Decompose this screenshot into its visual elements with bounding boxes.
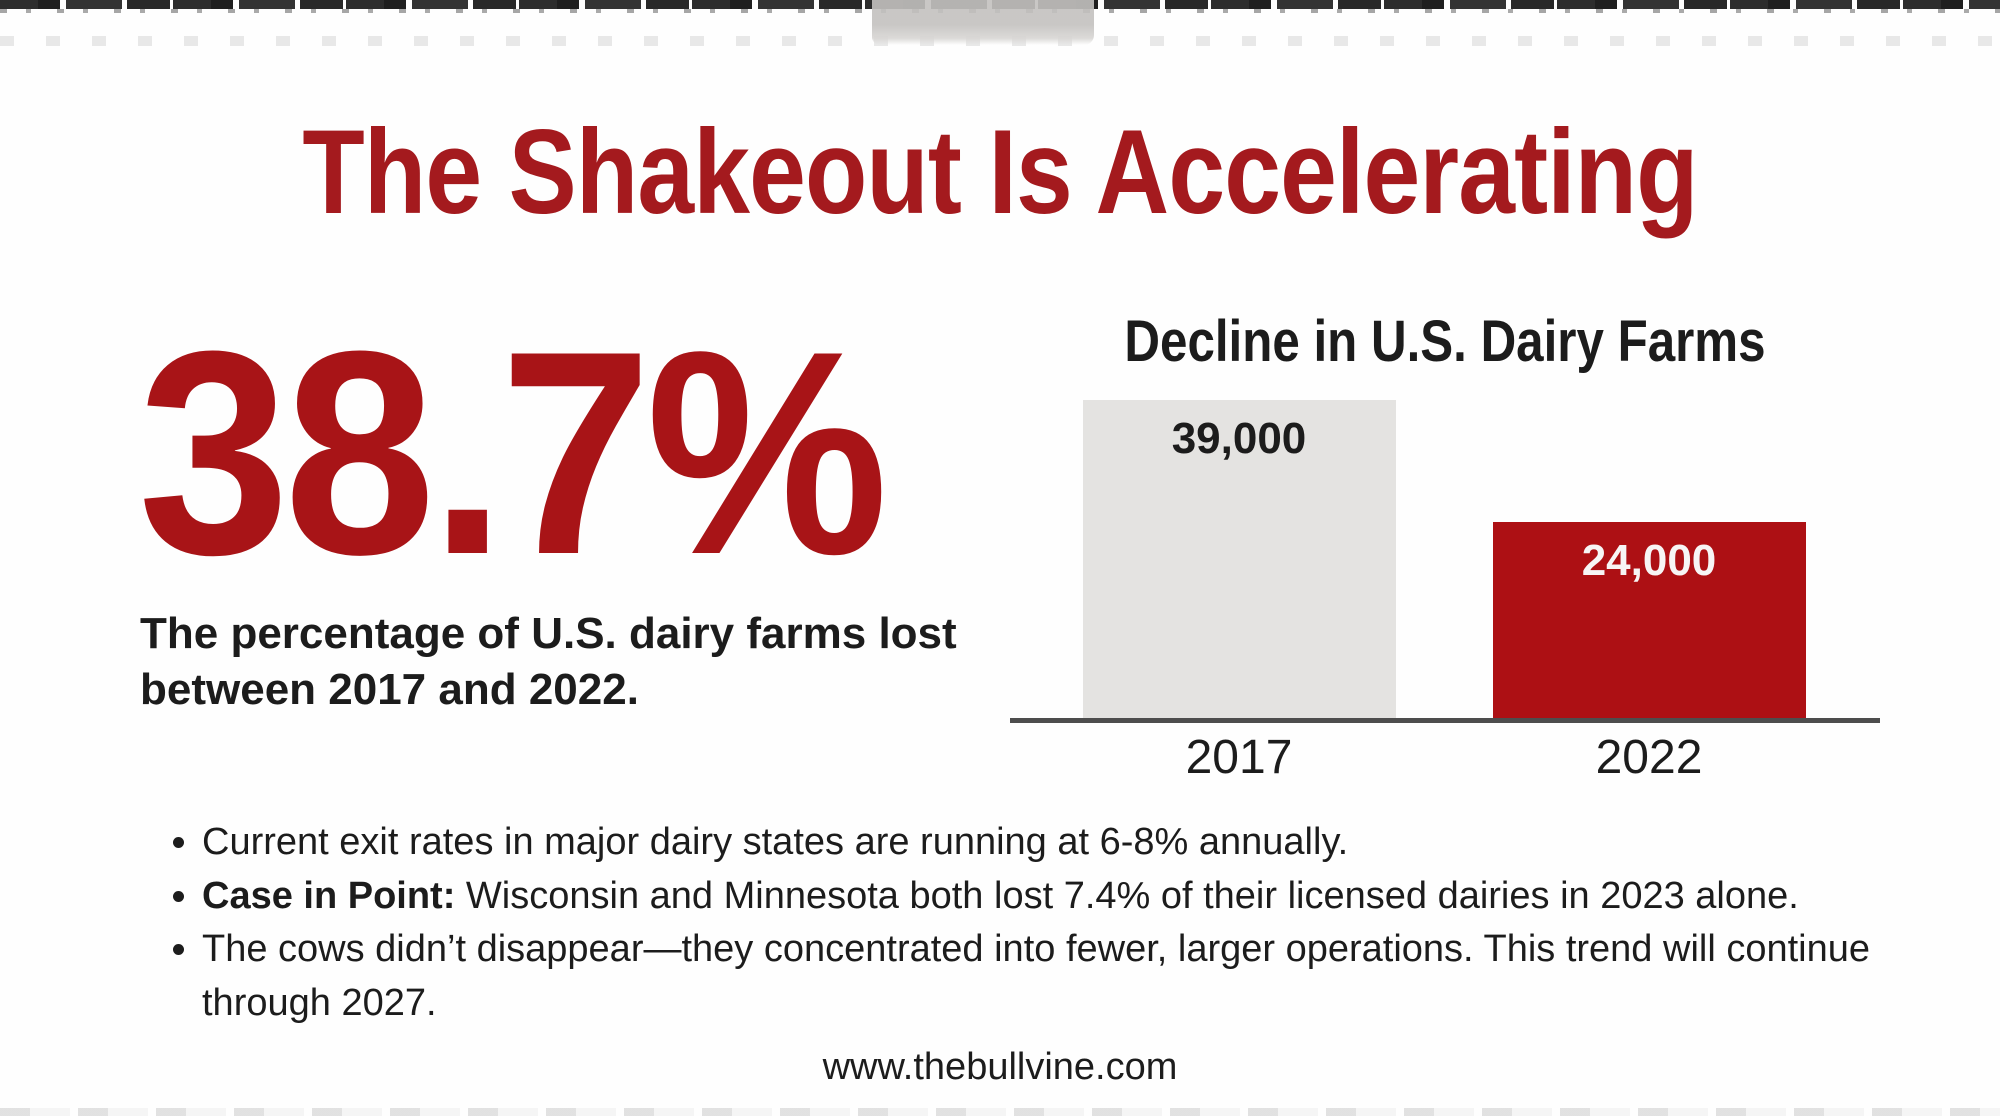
x-axis-label-2017: 2017 [1185,731,1293,784]
bar-chart: Decline in U.S. Dairy Farms 39,000 2017 24… [1010,300,1890,790]
top-artifact-blob [872,0,1094,45]
page-title: The Shakeout Is Accelerating [302,105,1698,239]
bar-2022: 24,000 [1492,522,1806,718]
stat-value: 38.7% [138,291,888,615]
chart-plot: 39,000 2017 24,000 2022 [1010,300,1880,790]
bar-2017: 39,000 [1082,400,1396,718]
chart-title: Decline in U.S. Dairy Farms [1124,309,1766,374]
x-axis-label-2022: 2022 [1595,731,1703,784]
bar-value-label: 39,000 [1171,414,1307,463]
bar-value-label: 24,000 [1581,536,1717,585]
stat-caption: The percentage of U.S. dairy farms lost … [140,609,957,714]
footer-url: www.thebullvine.com [822,1046,1178,1088]
bullet-item: Current exit rates in major dairy states… [202,816,1902,870]
bullet-item: Case in Point: Wisconsin and Minnesota b… [202,870,1902,924]
bottom-crop-artifact [0,1108,2000,1116]
bullet-list: Current exit rates in major dairy states… [158,816,1902,1030]
bullet-item: The cows didn’t disappear—they concentra… [202,923,1902,1030]
bullet-lead: Case in Point: [202,874,456,917]
x-axis-line [1010,718,1880,723]
